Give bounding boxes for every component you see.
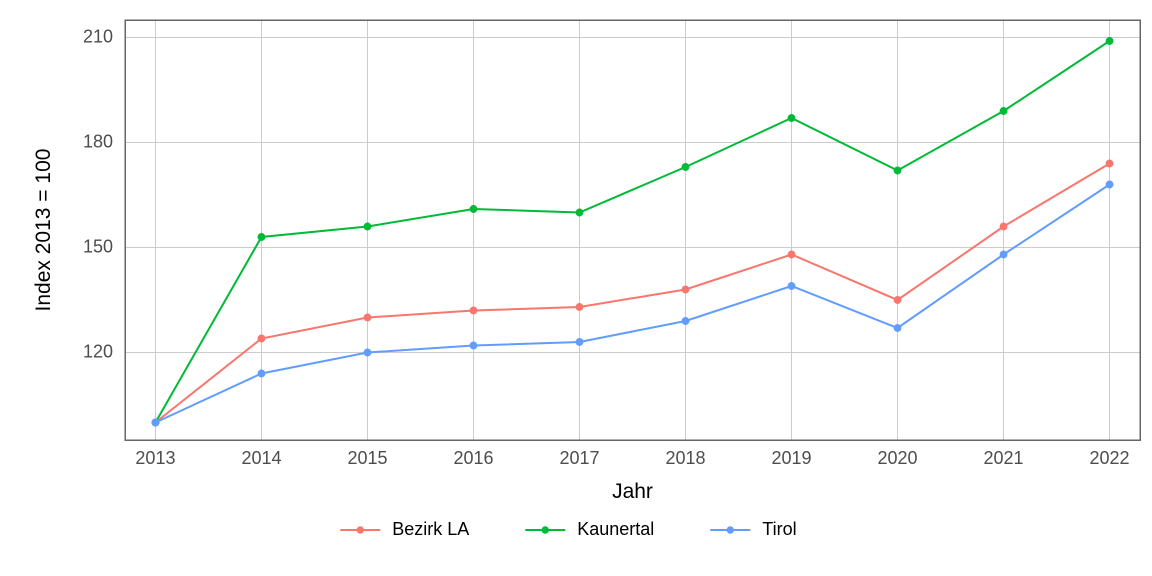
- series-point: [258, 335, 264, 341]
- x-tick-label: 2013: [135, 448, 175, 468]
- plot-panel-bg: [125, 20, 1140, 440]
- series-point: [1000, 108, 1006, 114]
- series-point: [788, 251, 794, 257]
- legend-swatch-point: [727, 527, 733, 533]
- series-point: [258, 370, 264, 376]
- legend-label: Tirol: [762, 519, 796, 539]
- legend-swatch-point: [542, 527, 548, 533]
- y-tick-label: 210: [83, 26, 113, 46]
- series-point: [894, 297, 900, 303]
- series-point: [1106, 181, 1112, 187]
- legend-swatch-point: [357, 527, 363, 533]
- series-point: [682, 318, 688, 324]
- y-tick-label: 150: [83, 236, 113, 256]
- legend-label: Bezirk LA: [392, 519, 469, 539]
- series-point: [788, 283, 794, 289]
- x-tick-label: 2016: [453, 448, 493, 468]
- x-tick-label: 2018: [665, 448, 705, 468]
- series-point: [576, 209, 582, 215]
- x-tick-label: 2015: [347, 448, 387, 468]
- x-tick-label: 2019: [771, 448, 811, 468]
- y-axis-title: Index 2013 = 100: [32, 149, 55, 312]
- x-tick-label: 2014: [241, 448, 281, 468]
- series-point: [152, 419, 158, 425]
- series-point: [1106, 160, 1112, 166]
- series-point: [1106, 38, 1112, 44]
- series-point: [1000, 223, 1006, 229]
- line-chart: 120 150 180 210 2013 2014 2015 2016 2017 2018 2019…: [0, 0, 1152, 576]
- series-point: [364, 349, 370, 355]
- x-tick-label: 2020: [878, 448, 918, 468]
- series-point: [682, 164, 688, 170]
- series-point: [576, 339, 582, 345]
- series-point: [364, 223, 370, 229]
- x-tick-label: 2017: [559, 448, 599, 468]
- series-point: [1000, 251, 1006, 257]
- chart-container: 120 150 180 210 2013 2014 2015 2016 2017 2018 2019…: [0, 0, 1152, 576]
- legend-label: Kaunertal: [577, 519, 654, 539]
- x-tick-label: 2022: [1090, 448, 1130, 468]
- series-point: [470, 307, 476, 313]
- x-tick-label: 2021: [984, 448, 1024, 468]
- series-point: [470, 342, 476, 348]
- series-point: [894, 167, 900, 173]
- series-point: [576, 304, 582, 310]
- series-point: [364, 314, 370, 320]
- series-point: [258, 234, 264, 240]
- y-tick-label: 120: [83, 341, 113, 361]
- series-point: [894, 325, 900, 331]
- y-tick-label: 180: [83, 131, 113, 151]
- series-point: [470, 206, 476, 212]
- series-point: [682, 286, 688, 292]
- x-axis-title: Jahr: [612, 480, 653, 503]
- series-point: [788, 115, 794, 121]
